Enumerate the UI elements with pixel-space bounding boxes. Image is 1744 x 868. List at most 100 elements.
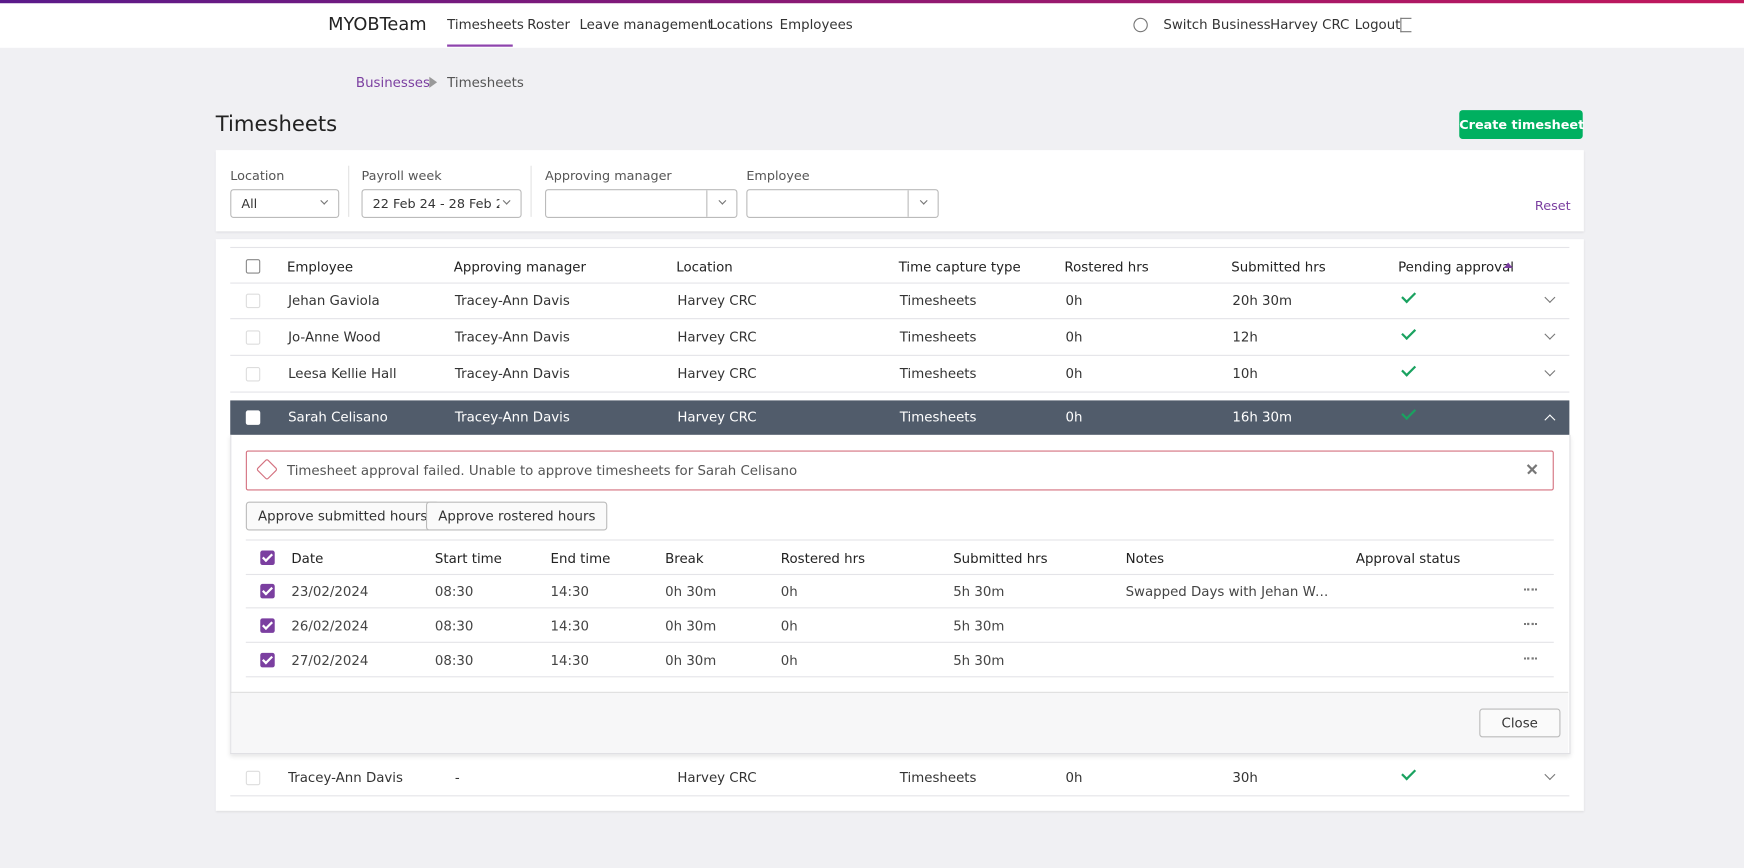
sub-cell: 0h 30m — [665, 618, 717, 634]
cell: Tracey-Ann Davis — [288, 769, 403, 786]
filter-select[interactable]: 22 Feb 24 - 28 Feb 24 — [361, 189, 522, 218]
create-button[interactable]: Create timesheet — [1459, 110, 1584, 140]
sub-cell: 0h — [780, 618, 798, 634]
sub-column-header: Start time — [434, 550, 502, 567]
nav-link[interactable]: Leave management — [579, 16, 713, 33]
cell: 10h — [1232, 365, 1258, 382]
sub-cell: 14:30 — [550, 618, 590, 634]
filter-divider — [530, 165, 532, 217]
sub-cell: 0h — [780, 583, 798, 600]
nav-active — [447, 44, 513, 47]
breadcrumb-link[interactable]: Businesses — [355, 74, 430, 91]
sub-row-checkbox[interactable] — [260, 618, 275, 633]
page-title: Timesheets — [215, 112, 338, 137]
column-header[interactable]: Employee — [286, 259, 354, 275]
sub-cell: 0h 30m — [665, 652, 717, 669]
close-button[interactable]: Close — [1479, 708, 1561, 738]
cell: Jo-Anne Wood — [288, 329, 381, 345]
sub-cell: 5h 30m — [953, 618, 1005, 634]
navbar — [0, 3, 1744, 48]
reset-link[interactable]: Reset — [1534, 197, 1571, 214]
filter-value: 22 Feb 24 - 28 Feb 24 — [372, 195, 500, 212]
cell: Tracey-Ann Davis — [454, 365, 570, 382]
sub-select-all[interactable] — [260, 550, 275, 566]
cell: Timesheets — [899, 329, 977, 345]
alert — [245, 450, 1554, 491]
cell: Leesa Kellie Hall — [288, 365, 397, 382]
hline — [245, 641, 1554, 643]
sort-asc — [1503, 262, 1513, 269]
sub-cell: Swapped Days with Jehan Worked — [1125, 583, 1331, 600]
row-checkbox[interactable] — [245, 293, 261, 309]
sub-column-header: End time — [550, 550, 611, 567]
hline — [245, 539, 1554, 541]
cell: 0h — [1065, 329, 1083, 345]
nav-link[interactable]: Roster — [527, 16, 570, 33]
cell: Timesheets — [899, 769, 977, 786]
nav-link[interactable]: Timesheets — [447, 16, 524, 33]
sub-cell: 14:30 — [550, 583, 590, 600]
column-header[interactable]: Approving manager — [453, 259, 587, 275]
nav-right-link[interactable]: Switch Business — [1163, 16, 1271, 33]
cell: 20h 30m — [1232, 292, 1293, 309]
row-menu[interactable] — [1523, 657, 1538, 661]
select-all[interactable] — [245, 259, 261, 274]
cell: 16h 30m — [1232, 409, 1293, 425]
filter-select[interactable] — [746, 189, 939, 218]
sub-cell: 27/02/2024 — [291, 652, 369, 669]
approve-rostered-button[interactable]: Approve rostered hours — [425, 501, 608, 531]
hline — [245, 573, 1554, 576]
hline — [230, 246, 1570, 249]
cell: 30h — [1232, 769, 1258, 786]
cell: 0h — [1065, 365, 1083, 382]
column-header[interactable]: Pending approval — [1398, 259, 1514, 275]
row-checkbox[interactable] — [245, 367, 261, 382]
help-icon[interactable] — [1133, 17, 1148, 33]
filter-select[interactable] — [544, 189, 738, 218]
cell: Sarah Celisano — [288, 409, 388, 425]
column-header[interactable]: Submitted hrs — [1231, 259, 1326, 275]
cell: Timesheets — [899, 365, 977, 382]
cell: Tracey-Ann Davis — [454, 292, 570, 309]
approve-submitted-button[interactable]: Approve submitted hours — [245, 501, 440, 531]
cell: Jehan Gaviola — [288, 292, 380, 309]
nav-link[interactable]: Locations — [709, 16, 774, 33]
sort-icon — [739, 260, 746, 271]
sub-column-header: Approval status — [1355, 550, 1461, 567]
sort-icon — [358, 260, 365, 271]
dropdown-caret — [919, 196, 928, 205]
cell: Harvey CRC — [677, 409, 757, 425]
filter-label: Location — [230, 167, 285, 184]
cell: Harvey CRC — [677, 365, 757, 382]
hline — [230, 318, 1570, 320]
logout-icon — [1400, 17, 1412, 33]
column-header[interactable]: Rostered hrs — [1064, 259, 1149, 275]
row-checkbox[interactable] — [245, 410, 261, 425]
nav-right-link[interactable]: Logout — [1354, 16, 1401, 33]
sub-column-header: Submitted hrs — [953, 550, 1048, 567]
nav-right-link[interactable]: Harvey CRC — [1270, 16, 1350, 33]
sub-cell: 08:30 — [434, 618, 474, 634]
sub-cell: 14:30 — [550, 652, 590, 669]
hline — [230, 795, 1570, 797]
column-header[interactable]: Location — [676, 259, 733, 275]
row-menu[interactable] — [1523, 588, 1538, 592]
filter-select[interactable]: All — [230, 189, 340, 218]
sub-cell: 5h 30m — [953, 583, 1005, 600]
row-checkbox[interactable] — [245, 770, 261, 786]
row-checkbox[interactable] — [245, 330, 261, 345]
sub-row-checkbox[interactable] — [260, 583, 275, 599]
sub-row-checkbox[interactable] — [260, 652, 275, 668]
hline — [230, 282, 1570, 284]
top-bar — [0, 0, 1744, 4]
row-menu[interactable] — [1523, 622, 1538, 627]
dropdown-caret — [718, 196, 727, 205]
nav-link[interactable]: Employees — [779, 16, 853, 33]
hline — [230, 391, 1570, 393]
dropdown-caret — [502, 196, 511, 205]
hline — [245, 607, 1554, 609]
cell: 0h — [1065, 769, 1083, 786]
column-header[interactable]: Time capture type — [898, 259, 1021, 275]
cell: Harvey CRC — [677, 292, 757, 309]
